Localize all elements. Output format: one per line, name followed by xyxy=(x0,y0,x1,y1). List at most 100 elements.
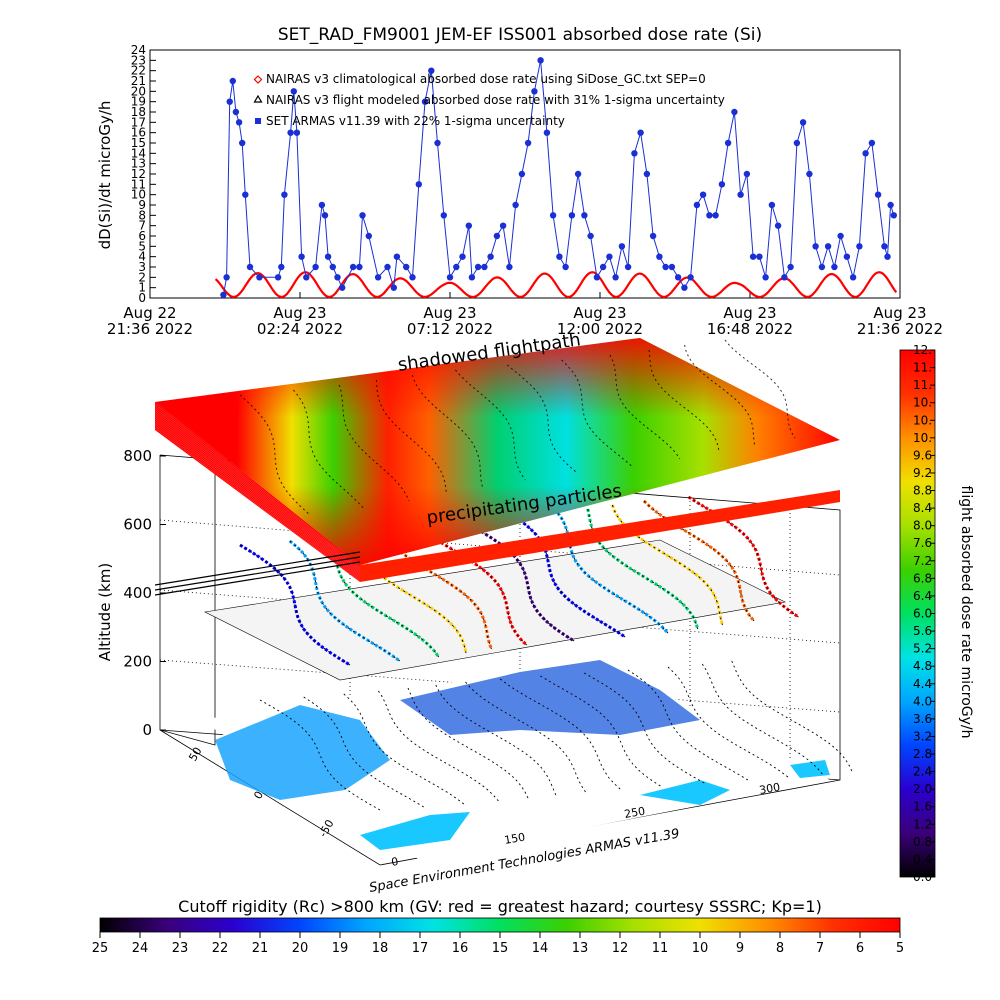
vcb-tick-label: 6.8 xyxy=(913,571,932,585)
blue-series-point xyxy=(365,232,372,240)
y-tick-label: 19 xyxy=(131,95,146,109)
y-tick-label: 18 xyxy=(131,105,146,119)
blue-series-point xyxy=(687,274,694,281)
blue-series-point xyxy=(637,129,644,136)
blue-series-point xyxy=(549,212,557,219)
blue-series-point xyxy=(384,263,391,271)
blue-series-point xyxy=(712,212,719,219)
hcb-tick-label: 20 xyxy=(292,941,309,956)
blue-series-point xyxy=(278,263,285,271)
blue-series-point xyxy=(612,274,619,281)
vcb-tick-label: 6.0 xyxy=(913,607,932,621)
floor-antarctica xyxy=(360,812,470,850)
blue-series-point xyxy=(421,98,429,105)
vcb-tick-label: 8.8 xyxy=(913,484,932,498)
vcb-tick-label: 4.4 xyxy=(913,677,932,691)
x-tick-label-date: Aug 23 xyxy=(723,304,776,322)
vcb-tick-label: 10. xyxy=(913,431,932,445)
blue-series-point xyxy=(662,263,669,271)
vcb-tick-label: 0.4 xyxy=(913,852,932,866)
y-tick-label: 12 xyxy=(131,167,146,181)
hcb-tick-label: 10 xyxy=(692,941,709,956)
vcb-tick-label: 3.6 xyxy=(913,712,932,726)
slab-track xyxy=(239,394,311,516)
vcb-tick-label: 10. xyxy=(913,413,932,427)
slab-stripe xyxy=(154,403,361,568)
blue-series-point xyxy=(831,263,838,271)
slab-stripe xyxy=(154,423,361,579)
orbit-track-black xyxy=(557,512,669,634)
hcb-tick-label: 22 xyxy=(212,941,229,956)
vertical-colorbar-label: flight absorbed dose rate microGy/h xyxy=(958,486,974,739)
y-tick-label: 13 xyxy=(131,157,146,171)
blue-series-point xyxy=(781,274,788,281)
blue-series-point xyxy=(274,274,282,281)
slab-track xyxy=(338,384,410,502)
legend-label-black: NAIRAS v3 flight modeled absorbed dose r… xyxy=(266,93,725,107)
floor-track xyxy=(540,675,661,787)
blue-series-point xyxy=(459,253,466,260)
blue-series-point xyxy=(453,263,460,271)
blue-series-point xyxy=(887,201,894,209)
hcb-tick-label: 12 xyxy=(612,941,629,956)
y-tick-label: 23 xyxy=(131,53,146,67)
blue-series-point xyxy=(718,181,726,188)
hcb-tick-label: 21 xyxy=(252,941,269,956)
legend-label-blue: SET ARMAS v11.39 with 22% 1-sigma uncert… xyxy=(266,114,565,128)
blue-series-point xyxy=(356,263,363,271)
vcb-tick-label: 4.0 xyxy=(913,694,932,708)
blue-series-point xyxy=(232,108,240,116)
horizontal-colorbar-ticks: 25 24 23 22 21 20 19 18 17 16 15 14 13 12 11 10 9 8 7 6 5 xyxy=(92,932,904,956)
blue-series-point xyxy=(349,263,357,271)
floor-track xyxy=(583,672,705,784)
horizontal-colorbar: Cutoff rigidity (Rc) >800 km (GV: red = … xyxy=(92,897,904,956)
x-tick-label-date: Aug 23 xyxy=(873,304,926,322)
blue-series-point xyxy=(235,119,243,126)
y-tick-label: 20 xyxy=(131,84,146,98)
blue-series-point xyxy=(574,170,582,178)
blue-series-point xyxy=(818,263,826,271)
floor-track xyxy=(731,660,853,772)
three-d-panel: shadowed flightpath precipitating partic… xyxy=(96,329,853,896)
blue-series-point xyxy=(799,119,807,126)
blue-series-point xyxy=(512,201,519,209)
vcb-tick-label: 4.8 xyxy=(913,659,932,673)
floor-tip xyxy=(790,760,830,778)
lon-tick-label: 300 xyxy=(758,781,781,797)
altitude-axis-label: Altitude (km) xyxy=(96,563,114,661)
vcb-tick-label: 8.4 xyxy=(913,501,932,515)
blue-series-point xyxy=(334,274,341,281)
hcb-tick-label: 5 xyxy=(896,941,904,956)
vcb-tick-label: 2.4 xyxy=(913,765,932,779)
vcb-tick-label: 7.2 xyxy=(913,554,932,568)
floor-flight-tracks xyxy=(259,660,853,811)
blue-series-point xyxy=(434,139,441,147)
legend-square-marker xyxy=(255,118,261,124)
y-tick-label: 3 xyxy=(138,260,146,274)
slab-top-shading xyxy=(155,338,840,565)
alt-tick-label: 400 xyxy=(123,584,152,602)
blue-series-point xyxy=(487,253,494,260)
floor-track xyxy=(343,693,465,805)
blue-series-point xyxy=(281,191,288,198)
y-tick-label: 22 xyxy=(131,64,146,78)
x-tick-label-date: Aug 22 xyxy=(123,304,176,322)
vcb-tick-label: 11. xyxy=(913,378,932,392)
blue-series-point xyxy=(440,212,447,219)
blue-series-point xyxy=(824,243,832,250)
blue-series-point xyxy=(656,253,663,260)
blue-series-point xyxy=(756,253,763,260)
blue-series-point xyxy=(465,222,472,229)
vcb-tick-label: 2.0 xyxy=(913,782,932,796)
slab-stripe xyxy=(154,417,361,575)
blue-series-point xyxy=(312,263,319,271)
hcb-tick-label: 23 xyxy=(172,941,189,956)
red-series-line xyxy=(214,271,898,299)
blue-series-point xyxy=(393,253,401,260)
blue-series-point xyxy=(774,222,782,229)
blue-series-point xyxy=(220,291,227,299)
hcb-tick-label: 15 xyxy=(492,941,509,956)
